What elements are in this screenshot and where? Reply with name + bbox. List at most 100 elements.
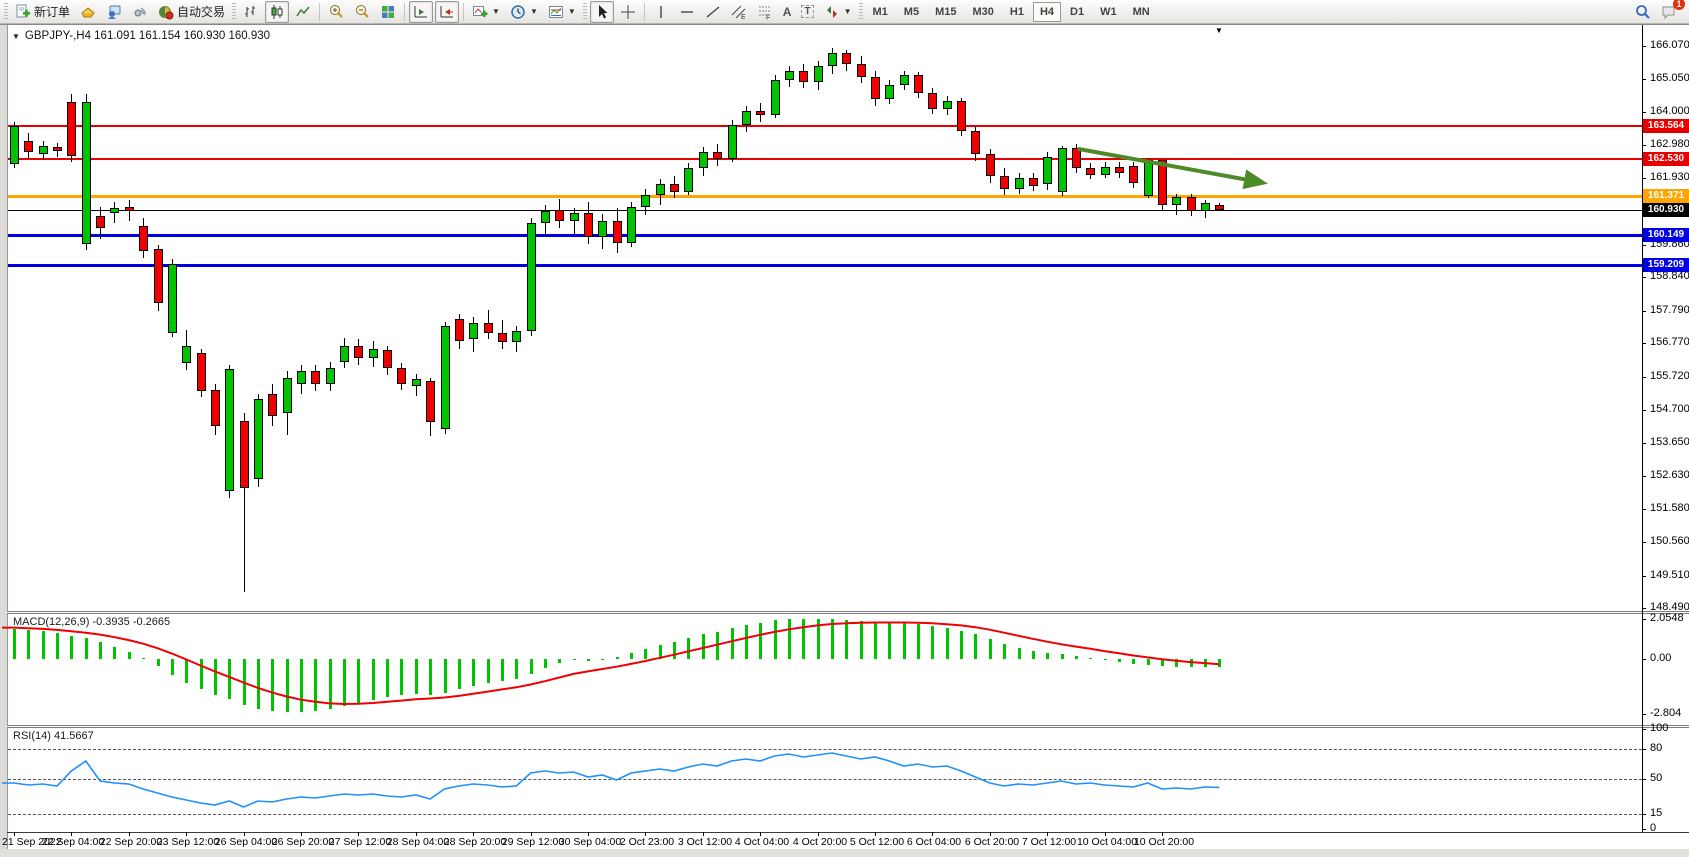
price-level-line[interactable] (8, 125, 1642, 127)
toolbar-grip[interactable] (4, 2, 8, 21)
tile-windows-button[interactable] (376, 1, 400, 23)
candle-body (1201, 203, 1210, 211)
macd-histogram-bar (817, 619, 820, 659)
timeframe-h4-button[interactable]: H4 (1032, 1, 1061, 22)
macd-histogram-bar (42, 631, 45, 659)
time-label: 7 Oct 12:00 (1021, 836, 1077, 848)
macd-histogram-bar (687, 638, 690, 659)
candle-body (613, 221, 622, 243)
auto-trading-icon (159, 5, 174, 19)
candle-body (1043, 157, 1052, 184)
rsi-level-line[interactable] (8, 749, 1642, 750)
zoom-out-icon (356, 4, 369, 18)
indicators-button[interactable]: ▼ (468, 1, 504, 23)
one-click-dropdown-icon[interactable]: ▼ (12, 31, 20, 41)
text-button[interactable]: A (779, 1, 796, 23)
zoom-out-button[interactable] (350, 1, 374, 23)
new-order-icon (16, 4, 30, 17)
notification-badge: 1 (1673, 0, 1685, 10)
rsi-level-line[interactable] (8, 779, 1642, 780)
new-order-button[interactable]: 新订单 (11, 1, 74, 23)
timeframe-m30-button[interactable]: M30 (972, 5, 994, 18)
macd-histogram-bar (530, 659, 533, 674)
rsi-axis-tick (1642, 749, 1646, 750)
wallet-button[interactable] (76, 1, 100, 23)
macd-histogram-bar (1218, 659, 1221, 667)
time-axis-tick (588, 832, 589, 836)
horizontal-line-button[interactable] (675, 1, 699, 23)
line-chart-button[interactable] (291, 1, 315, 23)
templates-button[interactable]: ▼ (544, 1, 580, 23)
price-level-line[interactable] (8, 158, 1642, 160)
price-axis-line[interactable] (1642, 25, 1643, 832)
time-label: 3 Oct 12:00 (677, 836, 733, 848)
arrows-button[interactable]: ▼ (820, 1, 856, 23)
candle-body (397, 368, 406, 384)
time-label: 10 Oct 20:00 (1133, 836, 1195, 848)
crosshair-button[interactable] (616, 1, 640, 23)
periods-button[interactable]: ▼ (506, 1, 542, 23)
price-axis-tick (1642, 343, 1646, 344)
price-axis-tick (1642, 576, 1646, 577)
text-label-button[interactable]: T (797, 1, 817, 23)
signals-button[interactable] (128, 1, 152, 23)
trendline-button[interactable] (701, 1, 725, 23)
timeframe-w1-button[interactable]: W1 (1100, 5, 1117, 18)
macd-histogram-bar (673, 642, 676, 659)
macd-histogram-bar (644, 649, 647, 659)
macd-histogram-bar (458, 659, 461, 689)
time-label: 21 Sep 2022 (2, 836, 62, 848)
candle-body (469, 323, 478, 339)
macd-histogram-bar (1018, 648, 1021, 659)
toolbar-grip[interactable] (858, 2, 863, 21)
macd-histogram-bar (1204, 659, 1207, 667)
timeframe-m15-button[interactable]: M15 (935, 5, 957, 18)
cursor-button[interactable] (589, 0, 614, 23)
crosshair-icon (620, 4, 635, 19)
rsi-level-line[interactable] (8, 814, 1642, 815)
timeframe-m5-button[interactable]: M5 (903, 5, 920, 18)
panel-divider[interactable] (7, 725, 1689, 728)
macd-histogram-bar (429, 659, 432, 695)
zoom-in-button[interactable] (324, 1, 348, 23)
timeframe-m1-button[interactable]: M1 (872, 5, 888, 18)
macd-histogram-bar (314, 659, 317, 711)
candle-body (1172, 197, 1181, 205)
price-tick-label: 149.510 (1650, 569, 1689, 581)
panel-divider[interactable] (7, 611, 1689, 614)
chart-shift-button[interactable] (435, 0, 460, 23)
price-level-line[interactable] (8, 264, 1642, 267)
auto-trading-button[interactable]: 自动交易 (154, 1, 229, 23)
price-level-line[interactable] (8, 195, 1642, 198)
window-left-gutter (0, 25, 8, 850)
community-button[interactable] (102, 1, 126, 23)
candle-body (1129, 166, 1138, 183)
candle-body (670, 184, 679, 192)
time-axis-tick (1047, 832, 1048, 836)
chart-shift-marker-icon[interactable]: ▼ (1215, 26, 1223, 35)
candle-body (441, 326, 450, 429)
chart-window[interactable]: ▼ GBPJPY-,H4 161.091 161.154 160.930 160… (0, 24, 1689, 850)
candle-body (354, 346, 363, 358)
candle-body (96, 216, 105, 228)
equidistant-channel-button[interactable]: E (727, 1, 751, 23)
templates-icon (548, 5, 563, 18)
auto-scroll-button[interactable] (409, 0, 434, 23)
timeframe-mn-button[interactable]: MN (1132, 5, 1150, 18)
search-button[interactable] (1631, 1, 1655, 23)
candlestick-chart-button[interactable] (265, 0, 290, 23)
price-level-line[interactable] (8, 234, 1642, 237)
time-axis-tick (645, 832, 646, 836)
toolbar-grip[interactable] (582, 2, 587, 21)
fibonacci-button[interactable]: F (753, 1, 777, 23)
vertical-line-button[interactable] (649, 1, 673, 23)
time-label: 5 Oct 12:00 (849, 836, 905, 848)
notifications-button[interactable]: 1 (1657, 0, 1685, 23)
toolbar-grip[interactable] (232, 2, 237, 21)
bar-chart-button[interactable] (239, 1, 263, 23)
timeframe-d1-button[interactable]: D1 (1070, 5, 1085, 18)
time-axis-tick (186, 832, 187, 836)
timeframe-h1-button[interactable]: H1 (1009, 5, 1024, 18)
candle-body (527, 223, 536, 331)
macd-histogram-bar (257, 659, 260, 709)
